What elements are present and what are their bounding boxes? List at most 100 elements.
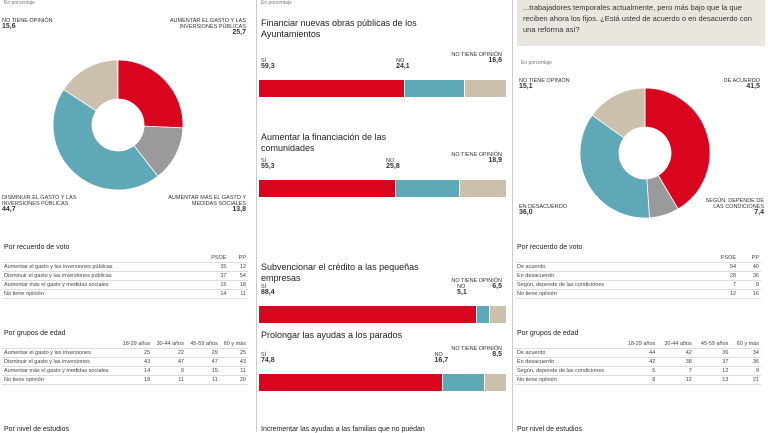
- label-no-opinion: No tiene opinión 15,1: [519, 78, 570, 90]
- table-cell: 13: [693, 375, 731, 385]
- table-cell: No tiene opinión: [515, 289, 700, 299]
- table-cell: 11: [185, 375, 220, 385]
- table-cell: Según, depende de las condiciones: [515, 366, 621, 376]
- vote-table: PSOE PP Aumentar el gasto y las inversione…: [2, 254, 248, 299]
- table-cell: 25: [219, 348, 248, 358]
- table-cell: 5: [620, 366, 658, 376]
- table-cell: 9: [152, 366, 186, 376]
- column-header: 18-29 años: [620, 340, 658, 349]
- column-header: [2, 254, 196, 263]
- bar-segment-no: [443, 374, 485, 391]
- bar-label: Sí 55,3: [261, 158, 275, 170]
- table-row: No tiene opinión 8 12 13 21: [515, 375, 761, 385]
- donut-slice: [579, 114, 650, 219]
- column-left: En porcentaje No tiene opinión 15,6 Aumen…: [0, 0, 252, 433]
- table-cell: No tiene opinión: [515, 375, 621, 385]
- table-cell: 36: [730, 357, 761, 367]
- table-cell: De acuerdo: [515, 262, 700, 272]
- table-cell: 12: [228, 262, 248, 272]
- column-header: PSOE: [195, 254, 229, 263]
- bar-label: No tiene opinión 16,6: [451, 52, 502, 64]
- bar-segment-si: [259, 374, 443, 391]
- table-cell: 9: [730, 366, 761, 376]
- table-cell: Disminuir el gasto y las inversiones: [2, 357, 119, 367]
- table-cell: Aumentar más el gasto y medidas sociales: [2, 280, 196, 290]
- table-cell: 20: [219, 375, 248, 385]
- donut-slice: [644, 87, 711, 210]
- column-right: ...trabajadores temporales actualmente, …: [512, 0, 768, 433]
- table-header: PSOE PP: [2, 254, 248, 263]
- table-cell: 11: [228, 289, 248, 299]
- column-header: 60 y más: [730, 340, 761, 349]
- table-cell: 14: [195, 289, 229, 299]
- column-header: [2, 340, 119, 349]
- stacked-bar: [259, 306, 507, 323]
- table-cell: En desacuerdo: [515, 271, 700, 281]
- age-title: Por grupos de edad: [517, 330, 579, 337]
- table-cell: 16: [738, 289, 761, 299]
- table-cell: 43: [118, 357, 153, 367]
- label-de-acuerdo: De acuerdo 41,5: [723, 78, 760, 90]
- table-cell: 25: [118, 348, 153, 358]
- age-title: Por grupos de edad: [4, 330, 66, 337]
- table-row: Aumentar el gasto y las inversiones públ…: [2, 262, 248, 272]
- table-cell: 15: [195, 280, 229, 290]
- age-table: 18-29 años 30-44 años 45-59 años 60 y más De…: [515, 340, 761, 385]
- table-header: 18-29 años 30-44 años 45-59 años 60 y más: [515, 340, 761, 349]
- table-cell: 42: [657, 348, 694, 358]
- bar-title: Financiar nuevas obras públicas de los A…: [261, 18, 417, 39]
- table-cell: Aumentar más el gasto y medidas sociales: [2, 366, 119, 376]
- table-cell: 35: [195, 262, 229, 272]
- bar-segment-no: [395, 180, 459, 197]
- table-cell: 11: [152, 375, 186, 385]
- table-cell: 7: [657, 366, 694, 376]
- next-section-title: Por nivel de estudios: [4, 426, 69, 433]
- bar-title: Aumentar la financiación de las comunida…: [261, 132, 387, 153]
- bar-label: No tiene opinión 6,5: [451, 278, 502, 290]
- bar-segment-ns: [485, 374, 506, 391]
- bar-label: Sí 59,3: [261, 58, 275, 70]
- vote-title: Por recuerdo de voto: [517, 244, 583, 251]
- table-cell: 37: [195, 271, 229, 281]
- bar-segment-no: [476, 306, 490, 323]
- table-cell: Aumentar el gasto y las inversiones públ…: [2, 262, 196, 272]
- table-row: Disminuir el gasto y las inversiones 43 47…: [2, 357, 248, 367]
- table-cell: 29: [185, 348, 220, 358]
- stacked-bar: [259, 80, 507, 97]
- table-cell: 42: [620, 357, 658, 367]
- table-row: No tiene opinión 14 11: [2, 289, 248, 299]
- donut-slice: [591, 87, 646, 139]
- bar-segment-ns: [459, 180, 506, 197]
- table-cell: Según, depende de las condiciones: [515, 280, 700, 290]
- table-cell: No tiene opinión: [2, 289, 196, 299]
- table-cell: 54: [699, 262, 739, 272]
- table-row: Aumentar más el gasto y medidas sociales…: [2, 366, 248, 376]
- column-middle: En porcentaje Financiar nuevas obras púb…: [256, 0, 508, 433]
- next-section-title: Por nivel de estudios: [517, 426, 582, 433]
- bar-segment-ns: [465, 80, 506, 97]
- table-row: De acuerdo 54 40: [515, 262, 761, 272]
- stacked-bar: [259, 180, 507, 197]
- table-row: De acuerdo 44 42 36 34: [515, 348, 761, 358]
- table-cell: 36: [738, 271, 761, 281]
- table-cell: 7: [699, 280, 739, 290]
- bar-label: No 5,1: [457, 284, 467, 296]
- column-header: 45-59 años: [185, 340, 220, 349]
- bar-segment-no: [405, 80, 465, 97]
- vote-title: Por recuerdo de voto: [4, 244, 70, 251]
- table-cell: 47: [152, 357, 186, 367]
- table-cell: 21: [730, 375, 761, 385]
- table-cell: En desacuerdo: [515, 357, 621, 367]
- table-row: Según, depende de las condiciones 5 7 12 9: [515, 366, 761, 376]
- bar-title: Prolongar las ayudas a los parados: [261, 330, 403, 340]
- table-cell: 44: [620, 348, 658, 358]
- label-no-opinion: No tiene opinión 15,6: [2, 18, 53, 30]
- table-cell: Aumentar el gasto y las inversiones: [2, 348, 119, 358]
- table-cell: 28: [699, 271, 739, 281]
- table-row: Disminuir el gasto y las inversiones púb…: [2, 271, 248, 281]
- column-header: 60 y más: [219, 340, 248, 349]
- age-table: 18-29 años 30-44 años 45-59 años 60 y más Au…: [2, 340, 248, 385]
- table-cell: 11: [219, 366, 248, 376]
- table-cell: 8: [738, 280, 761, 290]
- table-cell: 18: [118, 375, 153, 385]
